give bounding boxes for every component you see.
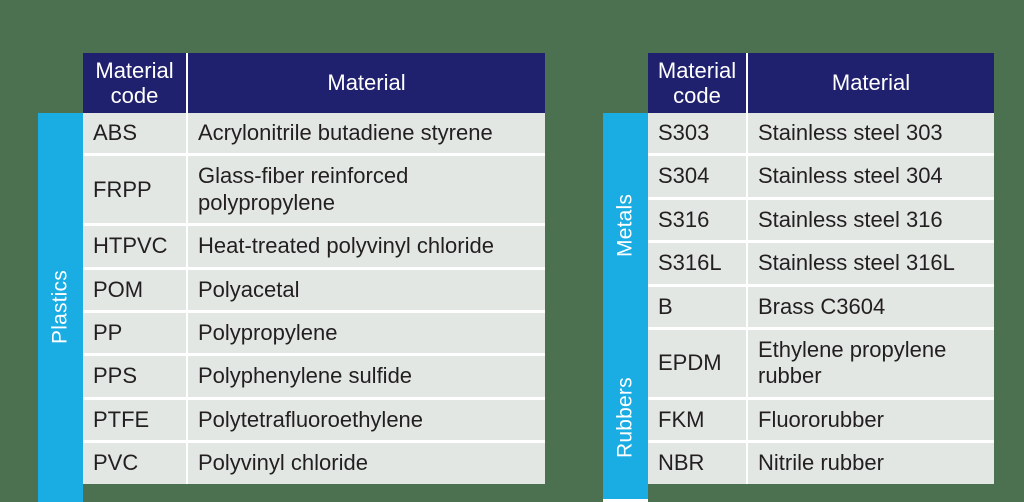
header-material: Material: [327, 70, 406, 96]
rail-header-spacer: [603, 53, 648, 113]
table-header-row: Material code Material: [83, 53, 545, 113]
header-material-code: Material code: [648, 53, 748, 113]
cell-material-name: Brass C3604: [758, 293, 886, 319]
material-table-plastics: Plastics Material code Material ABS Acryl…: [38, 53, 545, 502]
table-row: EPDM Ethylene propylene rubber: [648, 326, 994, 397]
material-table-metals-rubbers: Metals Rubbers Material code Material S3…: [603, 53, 994, 502]
cell-material-name: Polyphenylene sulfide: [198, 363, 413, 389]
cell-material-code: S303: [648, 113, 748, 154]
table-row: PP Polypropylene: [83, 309, 545, 354]
cell-material-name: Polypropylene: [198, 319, 338, 345]
header-material-code-line2: code: [110, 83, 159, 108]
table-row: PTFE Polytetrafluoroethylene: [83, 396, 545, 441]
cell-material-name: Ethylene propylene rubber: [748, 330, 994, 397]
category-label-plastics: Plastics: [38, 113, 83, 502]
table-row: S316 Stainless steel 316: [648, 196, 994, 241]
cell-material-code: ABS: [83, 113, 188, 154]
category-rail-metals-rubbers: Metals Rubbers: [603, 53, 648, 502]
cell-material-name: Heat-treated polyvinyl chloride: [198, 233, 494, 259]
table-row: FRPP Glass-fiber reinforced polypropylene: [83, 153, 545, 224]
cell-material-name-line1: Ethylene propylene: [758, 336, 947, 362]
cell-material-code: EPDM: [648, 329, 748, 397]
cell-material-code: PPS: [83, 356, 188, 397]
cell-material-code: PP: [83, 312, 188, 354]
table-row: S316L Stainless steel 316L: [648, 240, 994, 284]
table-row: PVC Polyvinyl chloride: [83, 440, 545, 484]
table-row: S304 Stainless steel 304: [648, 153, 994, 197]
cell-material-code: S316L: [648, 243, 748, 284]
table-row: HTPVC Heat-treated polyvinyl chloride: [83, 223, 545, 267]
header-material: Material: [831, 70, 911, 96]
cell-material-code: FRPP: [83, 156, 188, 224]
table-row: S303 Stainless steel 303: [648, 113, 994, 154]
cell-material-name: Polyacetal: [198, 276, 300, 302]
cell-material-code: S304: [648, 156, 748, 197]
category-rail-plastics: Plastics: [38, 53, 83, 502]
cell-material-name: Stainless steel 304: [758, 163, 943, 189]
cell-material-name: Polyvinyl chloride: [198, 450, 368, 476]
cell-material-name: Nitrile rubber: [758, 450, 884, 476]
page-root: Plastics Material code Material ABS Acryl…: [38, 53, 994, 502]
cell-material-name: Glass-fiber reinforced polypropylene: [188, 156, 545, 223]
cell-material-code: HTPVC: [83, 226, 188, 267]
cell-material-code: PTFE: [83, 399, 188, 441]
cell-material-code: FKM: [648, 399, 748, 441]
table-header-row: Material code Material: [648, 53, 994, 113]
cell-material-code: B: [648, 286, 748, 327]
cell-material-name: Polytetrafluoroethylene: [198, 406, 424, 432]
cell-material-code: POM: [83, 269, 188, 310]
cell-material-code: NBR: [648, 443, 748, 484]
header-material-code-line2: code: [673, 83, 721, 108]
cell-material-name: Stainless steel 316: [758, 206, 943, 232]
table-body-plastics: ABS Acrylonitrile butadiene styrene FRPP Gl…: [83, 113, 545, 484]
cell-material-name: Acrylonitrile butadiene styrene: [198, 120, 493, 145]
cell-material-code: PVC: [83, 443, 188, 484]
cell-material-name-line1: Glass-fiber reinforced: [198, 163, 409, 189]
table-row: NBR Nitrile rubber: [648, 440, 994, 484]
header-material-code-line1: Material: [657, 57, 737, 83]
category-label-rubbers: Rubbers: [603, 337, 648, 502]
table-body-metals-rubbers: S303 Stainless steel 303 S304 Stainless ste…: [648, 113, 994, 484]
header-material-code: Material code: [83, 53, 188, 113]
cell-material-name-line2: rubber: [758, 363, 822, 389]
table-row: PPS Polyphenylene sulfide: [83, 353, 545, 397]
table-grid-metals-rubbers: Material code Material S303 Stainless ste…: [648, 53, 994, 484]
cell-material-name: Fluororubber: [758, 406, 884, 432]
table-row: ABS Acrylonitrile butadiene styrene: [83, 113, 545, 154]
cell-material-code: S316: [648, 199, 748, 241]
cell-material-name: Stainless steel 303: [758, 120, 943, 145]
cell-material-name-line2: polypropylene: [198, 189, 335, 215]
rail-header-spacer: [38, 53, 83, 113]
table-row: B Brass C3604: [648, 283, 994, 327]
table-row: POM Polyacetal: [83, 266, 545, 310]
table-grid-plastics: Material code Material ABS Acrylonitrile …: [83, 53, 545, 484]
category-label-metals: Metals: [603, 113, 648, 337]
table-row: FKM Fluororubber: [648, 396, 994, 441]
cell-material-name: Stainless steel 316L: [758, 250, 955, 276]
header-material-code-line1: Material: [95, 57, 174, 83]
